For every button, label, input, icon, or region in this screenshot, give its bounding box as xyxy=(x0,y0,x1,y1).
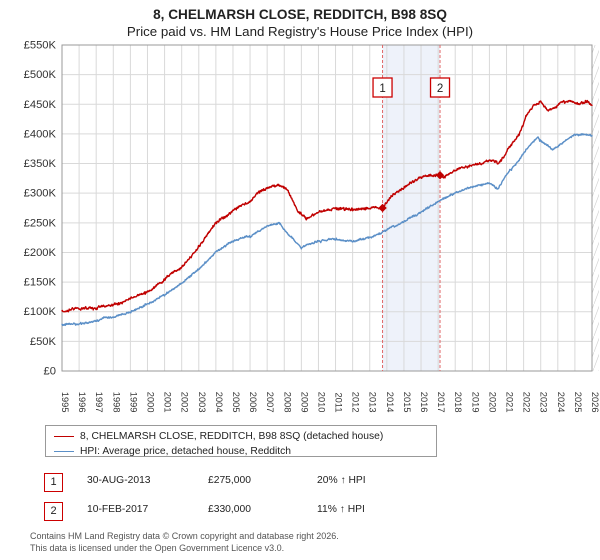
svg-text:1997: 1997 xyxy=(94,392,104,413)
svg-text:£400K: £400K xyxy=(24,128,57,140)
svg-text:2000: 2000 xyxy=(145,392,155,413)
svg-text:2004: 2004 xyxy=(214,392,224,413)
svg-text:1999: 1999 xyxy=(128,392,138,413)
svg-text:£300K: £300K xyxy=(24,188,57,200)
svg-text:£550K: £550K xyxy=(24,40,57,52)
svg-text:2013: 2013 xyxy=(368,392,378,413)
svg-text:2002: 2002 xyxy=(180,392,190,413)
svg-text:2: 2 xyxy=(437,83,443,95)
svg-text:2022: 2022 xyxy=(522,392,532,413)
svg-text:1998: 1998 xyxy=(111,392,121,413)
svg-text:£500K: £500K xyxy=(24,69,57,81)
svg-text:2019: 2019 xyxy=(470,392,480,413)
svg-text:£150K: £150K xyxy=(24,277,57,289)
svg-text:£0: £0 xyxy=(44,366,56,378)
svg-text:2018: 2018 xyxy=(453,392,463,413)
svg-text:2009: 2009 xyxy=(299,392,309,413)
svg-text:£250K: £250K xyxy=(24,217,57,229)
svg-text:2008: 2008 xyxy=(282,392,292,413)
svg-text:£350K: £350K xyxy=(24,158,57,170)
svg-text:2015: 2015 xyxy=(402,392,412,413)
svg-text:2024: 2024 xyxy=(556,392,566,413)
svg-text:2012: 2012 xyxy=(351,392,361,413)
svg-text:2003: 2003 xyxy=(197,392,207,413)
svg-text:2005: 2005 xyxy=(231,392,241,413)
svg-text:2021: 2021 xyxy=(505,392,515,413)
svg-text:£50K: £50K xyxy=(30,336,57,348)
svg-text:2016: 2016 xyxy=(419,392,429,413)
svg-text:1995: 1995 xyxy=(60,392,70,413)
svg-text:2017: 2017 xyxy=(436,392,446,413)
svg-text:2007: 2007 xyxy=(265,392,275,413)
svg-text:2026: 2026 xyxy=(590,392,600,413)
svg-text:1996: 1996 xyxy=(77,392,87,413)
svg-text:2025: 2025 xyxy=(573,392,583,413)
svg-text:2020: 2020 xyxy=(487,392,497,413)
svg-text:£100K: £100K xyxy=(24,306,57,318)
svg-text:2023: 2023 xyxy=(539,392,549,413)
svg-text:1: 1 xyxy=(379,83,385,95)
svg-text:2006: 2006 xyxy=(248,392,258,413)
svg-text:2001: 2001 xyxy=(163,392,173,413)
svg-text:2011: 2011 xyxy=(334,393,344,413)
svg-text:£200K: £200K xyxy=(24,247,57,259)
svg-text:2014: 2014 xyxy=(385,392,395,413)
svg-text:2010: 2010 xyxy=(316,392,326,413)
svg-text:£450K: £450K xyxy=(24,99,57,111)
